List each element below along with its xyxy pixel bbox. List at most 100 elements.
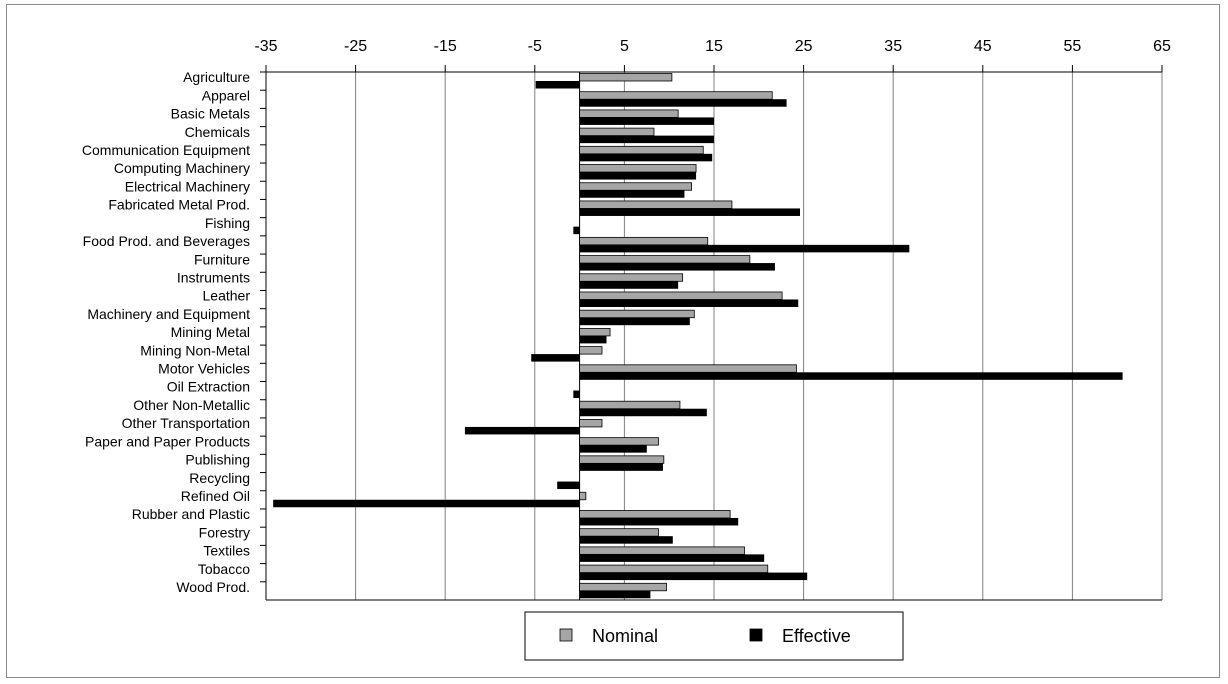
legend-label-nominal: Nominal xyxy=(592,626,658,646)
bar-nominal xyxy=(579,182,692,191)
bar-nominal xyxy=(579,164,697,173)
x-tick-label: -25 xyxy=(344,38,367,55)
category-label: Apparel xyxy=(202,87,250,103)
x-tick-label: 5 xyxy=(620,38,629,55)
x-tick-label: 15 xyxy=(705,38,723,55)
category-label: Chemicals xyxy=(185,124,250,140)
category-label: Food Prod. and Beverages xyxy=(83,233,250,249)
bar-effective xyxy=(579,445,647,453)
bar-nominal xyxy=(579,491,587,501)
category-label: Machinery and Equipment xyxy=(87,306,250,322)
category-label: Rubber and Plastic xyxy=(132,506,250,522)
legend-swatch-nominal xyxy=(559,628,573,642)
bar-nominal xyxy=(579,327,611,337)
category-label: Paper and Paper Products xyxy=(85,433,250,449)
x-tick-label: 65 xyxy=(1153,38,1171,55)
category-label: Mining Metal xyxy=(171,324,250,340)
chart-frame: -35 -25 -15 -5 5 15 25 35 45 55 65 Agriculture Appar… xyxy=(6,4,1220,678)
bar-effective xyxy=(273,499,580,508)
bar-effective xyxy=(579,335,607,344)
bar-effective xyxy=(579,590,651,599)
bar-nominal xyxy=(579,127,655,137)
legend xyxy=(524,611,904,661)
category-label: Recycling xyxy=(189,470,250,486)
bar-nominal xyxy=(579,291,783,300)
category-label: Publishing xyxy=(185,452,250,468)
category-label: Instruments xyxy=(177,269,250,285)
bar-nominal xyxy=(579,255,751,264)
x-tick-label: 45 xyxy=(974,38,992,55)
category-label: Fabricated Metal Prod. xyxy=(108,197,250,213)
bar-nominal xyxy=(579,364,797,373)
x-tick-label: 25 xyxy=(795,38,813,55)
category-label: Wood Prod. xyxy=(176,579,250,595)
bar-effective xyxy=(573,226,580,235)
bar-nominal xyxy=(579,346,603,355)
bar-effective xyxy=(579,172,697,180)
bar-nominal xyxy=(579,419,603,428)
bar-effective xyxy=(579,208,801,216)
bar-nominal xyxy=(579,455,665,464)
bar-nominal xyxy=(579,582,667,592)
category-label: Furniture xyxy=(194,251,250,267)
category-label: Agriculture xyxy=(183,69,250,85)
bar-nominal xyxy=(579,400,681,410)
bar-nominal xyxy=(579,309,695,319)
category-label: Textiles xyxy=(203,543,250,559)
category-label: Mining Non-Metal xyxy=(140,342,250,358)
category-label: Basic Metals xyxy=(171,106,250,122)
bar-nominal xyxy=(579,528,659,537)
bar-effective xyxy=(464,426,580,435)
bar-effective xyxy=(579,281,679,289)
bar-effective xyxy=(579,572,808,581)
bar-effective xyxy=(531,354,580,362)
bar-effective xyxy=(579,99,787,107)
category-label: Forestry xyxy=(199,524,250,540)
bar-effective xyxy=(579,299,799,307)
bar-nominal xyxy=(579,564,769,573)
bar-nominal xyxy=(579,91,773,100)
bar-effective xyxy=(579,536,673,544)
bar-effective xyxy=(579,263,775,271)
bar-nominal xyxy=(579,236,709,246)
bar-effective xyxy=(579,317,690,326)
x-tick-label: 35 xyxy=(884,38,902,55)
bar-effective xyxy=(579,554,765,562)
bar-effective xyxy=(579,190,685,198)
bar-chart: -35 -25 -15 -5 5 15 25 35 45 55 65 Agriculture Appar… xyxy=(82,38,1171,661)
category-label: Other Transportation xyxy=(122,415,250,431)
x-tick-label: -35 xyxy=(254,38,277,55)
bar-effective xyxy=(579,153,713,162)
bar-nominal xyxy=(579,109,679,118)
bar-effective xyxy=(579,372,1123,380)
bar-effective xyxy=(579,408,707,417)
category-label: Other Non-Metallic xyxy=(133,397,250,413)
x-tick-label: -5 xyxy=(528,38,542,55)
bar-nominal xyxy=(579,510,731,519)
bar-effective xyxy=(579,135,714,144)
category-label: Leather xyxy=(203,288,251,304)
bar-effective xyxy=(573,390,580,399)
bar-nominal xyxy=(579,437,659,446)
category-label: Tobacco xyxy=(198,561,250,577)
x-tick-label: 55 xyxy=(1064,38,1082,55)
bar-effective xyxy=(579,244,910,253)
bar-effective xyxy=(557,481,580,490)
category-label: Computing Machinery xyxy=(114,160,250,176)
bar-nominal xyxy=(579,145,704,155)
bar-effective xyxy=(579,463,663,471)
bar-nominal xyxy=(579,73,673,82)
category-label: Refined Oil xyxy=(181,488,250,504)
category-label: Electrical Machinery xyxy=(125,178,250,194)
bar-nominal xyxy=(579,200,733,209)
legend-label-effective: Effective xyxy=(782,626,851,646)
category-label: Fishing xyxy=(205,215,250,231)
bar-effective xyxy=(579,117,714,125)
bar-nominal xyxy=(579,273,684,282)
bar-effective xyxy=(579,517,739,526)
category-label: Motor Vehicles xyxy=(158,361,250,377)
category-label: Communication Equipment xyxy=(82,142,250,158)
category-label: Oil Extraction xyxy=(167,379,250,395)
x-tick-label: -15 xyxy=(434,38,457,55)
legend-swatch-effective xyxy=(749,628,763,642)
